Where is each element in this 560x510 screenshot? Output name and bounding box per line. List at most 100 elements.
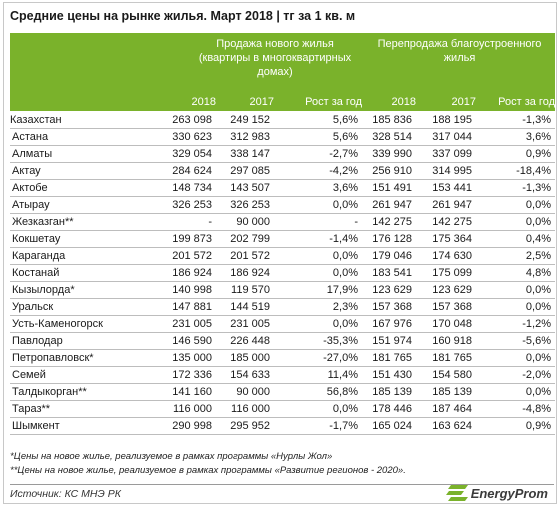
cell-resale-2017: 160 918 <box>416 332 476 350</box>
cell-region: Петропавловск* <box>10 349 160 367</box>
cell-resale-2018: 151 430 <box>362 366 416 384</box>
cell-new-2018: 172 336 <box>160 366 216 384</box>
cell-resale-2017: 317 044 <box>416 128 476 146</box>
cell-new-2017: 297 085 <box>216 162 274 180</box>
cell-region: Караганда <box>10 247 160 265</box>
cell-region: Актобе <box>10 179 160 197</box>
cell-resale-growth: 0,0% <box>476 281 555 299</box>
cell-resale-2017: 142 275 <box>416 213 476 231</box>
cell-resale-growth: 0,0% <box>476 383 555 401</box>
cell-region: Костанай <box>10 264 160 282</box>
cell-resale-2017: 175 099 <box>416 264 476 282</box>
page-title: Средние цены на рынке жилья. Март 2018 |… <box>10 9 356 23</box>
cell-new-2017: 119 570 <box>216 281 274 299</box>
cell-resale-growth: -4,8% <box>476 400 555 418</box>
cell-resale-2018: 179 046 <box>362 247 416 265</box>
cell-resale-2017: 314 995 <box>416 162 476 180</box>
cell-resale-growth: 0,0% <box>476 196 555 214</box>
cell-new-2018: 147 881 <box>160 298 216 316</box>
header-col-new-growth: Рост за год <box>305 96 362 108</box>
cell-resale-2018: 328 514 <box>362 128 416 146</box>
cell-new-2017: 202 799 <box>216 230 274 248</box>
cell-new-2017: 185 000 <box>216 349 274 367</box>
table-row: Шымкент 290 998 295 952 -1,7% 165 024 163 624… <box>10 417 555 435</box>
cell-new-2017: 326 253 <box>216 196 274 214</box>
cell-new-2017: 90 000 <box>216 383 274 401</box>
cell-new-2018: 231 005 <box>160 315 216 333</box>
cell-resale-growth: 0,4% <box>476 230 555 248</box>
cell-new-2018: 140 998 <box>160 281 216 299</box>
cell-resale-2018: 151 491 <box>362 179 416 197</box>
table-row: Алматы 329 054 338 147 -2,7% 339 990 337 099 0… <box>10 145 555 163</box>
cell-new-2017: 201 572 <box>216 247 274 265</box>
cell-resale-growth: -5,6% <box>476 332 555 350</box>
cell-resale-2017: 337 099 <box>416 145 476 163</box>
header-col-new-2017: 2017 <box>249 96 274 108</box>
cell-resale-2018: 185 836 <box>362 112 416 129</box>
cell-resale-2018: 261 947 <box>362 196 416 214</box>
cell-new-2018: 141 160 <box>160 383 216 401</box>
cell-region: Астана <box>10 128 160 146</box>
cell-resale-2017: 187 464 <box>416 400 476 418</box>
cell-new-growth: 0,0% <box>274 264 362 282</box>
header-group-resale-housing: Перепродажа благоустроенного жилья <box>362 37 557 65</box>
cell-new-2017: 143 507 <box>216 179 274 197</box>
cell-region: Жезказган** <box>10 213 160 231</box>
cell-resale-growth: 0,9% <box>476 417 555 435</box>
cell-new-2017: 231 005 <box>216 315 274 333</box>
cell-resale-2018: 181 765 <box>362 349 416 367</box>
cell-new-growth: 0,0% <box>274 247 362 265</box>
footnotes: *Цены на новое жилье, реализуемое в рамк… <box>10 450 406 478</box>
cell-new-2018: 329 054 <box>160 145 216 163</box>
table-row: Кокшетау 199 873 202 799 -1,4% 176 128 175 36… <box>10 230 555 248</box>
table-row: Атырау 326 253 326 253 0,0% 261 947 261 947 0,… <box>10 196 555 214</box>
cell-new-2017: 90 000 <box>216 213 274 231</box>
table-row: Караганда 201 572 201 572 0,0% 179 046 174 63… <box>10 247 555 265</box>
cell-new-2018: 201 572 <box>160 247 216 265</box>
cell-new-2018: - <box>160 213 216 231</box>
cell-new-2017: 249 152 <box>216 112 274 129</box>
cell-new-2017: 226 448 <box>216 332 274 350</box>
cell-resale-2018: 183 541 <box>362 264 416 282</box>
cell-new-growth: 17,9% <box>274 281 362 299</box>
table-row: Казахстан 263 098 249 152 5,6% 185 836 188 19… <box>10 112 555 129</box>
cell-resale-growth: 0,0% <box>476 213 555 231</box>
cell-resale-growth: -1,3% <box>476 179 555 197</box>
cell-region: Кызылорда* <box>10 281 160 299</box>
header-group-resale-line-2: жилья <box>443 52 476 64</box>
cell-new-growth: -35,3% <box>274 332 362 350</box>
cell-resale-2017: 123 629 <box>416 281 476 299</box>
cell-resale-2018: 178 446 <box>362 400 416 418</box>
cell-new-2018: 146 590 <box>160 332 216 350</box>
cell-new-growth: 0,0% <box>274 315 362 333</box>
cell-new-2018: 199 873 <box>160 230 216 248</box>
cell-resale-2018: 151 974 <box>362 332 416 350</box>
table-row: Жезказган** -90 000-142 275 142 275 0,0% <box>10 213 555 231</box>
cell-new-growth: 0,0% <box>274 196 362 214</box>
footer-divider <box>10 484 554 485</box>
header-col-resale-growth: Рост за год <box>498 96 555 108</box>
cell-new-2017: 116 000 <box>216 400 274 418</box>
cell-region: Алматы <box>10 145 160 163</box>
cell-new-2017: 295 952 <box>216 417 274 435</box>
cell-resale-growth: 3,6% <box>476 128 555 146</box>
cell-resale-growth: 2,5% <box>476 247 555 265</box>
cell-new-growth: -2,7% <box>274 145 362 163</box>
cell-resale-2017: 157 368 <box>416 298 476 316</box>
cell-region: Уральск <box>10 298 160 316</box>
cell-resale-growth: -2,0% <box>476 366 555 384</box>
cell-resale-2018: 167 976 <box>362 315 416 333</box>
table-row: Костанай 186 924 186 924 0,0% 183 541 175 099… <box>10 264 555 282</box>
cell-new-growth: 5,6% <box>274 128 362 146</box>
cell-new-2018: 326 253 <box>160 196 216 214</box>
table-row: Уральск 147 881 144 519 2,3% 157 368 157 368 0… <box>10 298 555 316</box>
cell-new-2018: 116 000 <box>160 400 216 418</box>
header-group-new-line-1: Продажа нового жилья <box>216 38 334 50</box>
header-group-new-housing: Продажа нового жилья (квартиры в многокв… <box>180 37 370 79</box>
cell-new-growth: 0,0% <box>274 400 362 418</box>
table-row: Павлодар 146 590 226 448 -35,3% 151 974 160 9… <box>10 332 555 350</box>
energyprom-logo-text: EnergyProm <box>470 485 548 501</box>
price-table: Казахстан 263 098 249 152 5,6% 185 836 188 19… <box>10 112 555 435</box>
cell-new-2018: 263 098 <box>160 112 216 129</box>
cell-resale-growth: -1,2% <box>476 315 555 333</box>
